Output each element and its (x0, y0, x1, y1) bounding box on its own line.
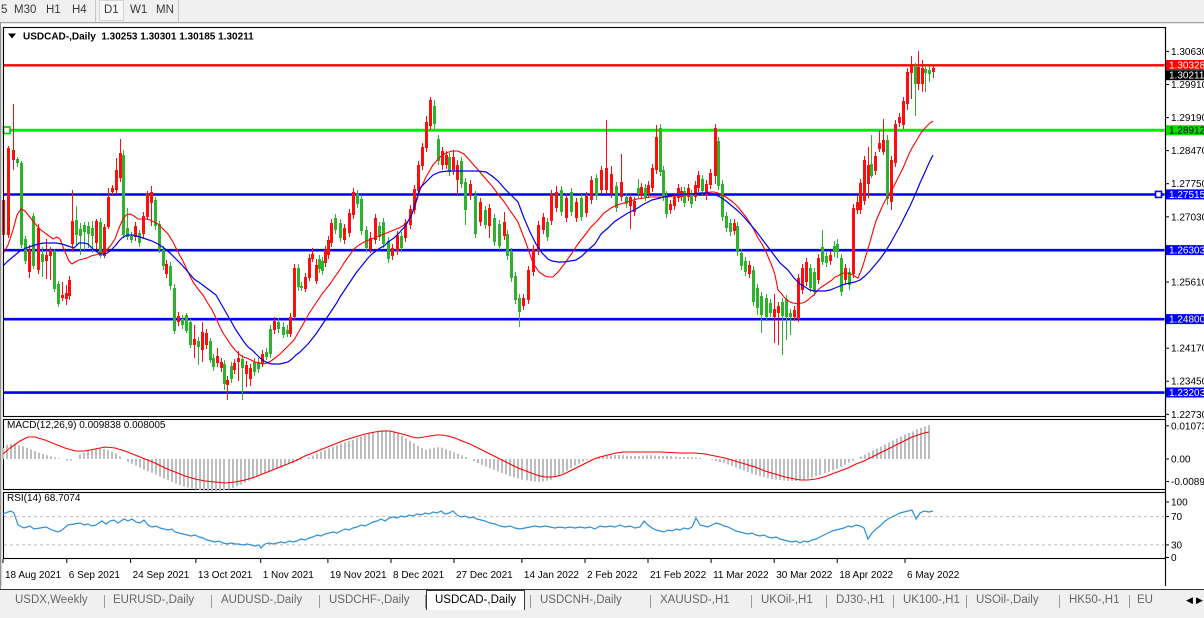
svg-text:USDCAD-,Daily 1.30253 1.30301: USDCAD-,Daily 1.30253 1.30301 1.30185 1.… (23, 32, 254, 43)
svg-text:-0.00896: -0.00896 (1171, 477, 1204, 488)
svg-text:1.23450: 1.23450 (1171, 377, 1204, 388)
svg-text:1.22730: 1.22730 (1171, 410, 1204, 421)
svg-text:0.01073: 0.01073 (1171, 421, 1204, 432)
svg-text:30: 30 (1171, 540, 1183, 551)
svg-text:1.30211: 1.30211 (1169, 71, 1204, 82)
svg-text:19 Nov 2021: 19 Nov 2021 (330, 570, 387, 581)
svg-text:6 May 2022: 6 May 2022 (907, 570, 960, 581)
svg-text:1.30630: 1.30630 (1171, 47, 1204, 58)
svg-text:13 Oct 2021: 13 Oct 2021 (198, 570, 253, 581)
svg-text:1.29190: 1.29190 (1171, 113, 1204, 124)
svg-text:6 Sep 2021: 6 Sep 2021 (69, 570, 121, 581)
svg-text:18 Aug 2021: 18 Aug 2021 (5, 570, 62, 581)
svg-text:MACD(12,26,9) 0.009838 0.00800: MACD(12,26,9) 0.009838 0.008005 (7, 420, 166, 431)
svg-text:2 Feb 2022: 2 Feb 2022 (587, 570, 638, 581)
svg-text:1.29910: 1.29910 (1171, 80, 1204, 91)
svg-text:18 Apr 2022: 18 Apr 2022 (839, 570, 893, 581)
svg-text:1 Nov 2021: 1 Nov 2021 (263, 570, 315, 581)
svg-text:1.27750: 1.27750 (1171, 179, 1204, 190)
svg-text:1.30328: 1.30328 (1169, 61, 1204, 72)
svg-text:24 Sep 2021: 24 Sep 2021 (133, 570, 190, 581)
svg-text:1.28470: 1.28470 (1171, 146, 1204, 157)
svg-text:1.23203: 1.23203 (1169, 388, 1204, 399)
svg-text:1.25610: 1.25610 (1171, 278, 1204, 289)
svg-text:21 Feb 2022: 21 Feb 2022 (650, 570, 707, 581)
svg-text:11 Mar 2022: 11 Mar 2022 (713, 570, 769, 581)
svg-text:1.27030: 1.27030 (1171, 212, 1204, 223)
svg-text:1.27515: 1.27515 (1169, 190, 1204, 201)
svg-text:70: 70 (1171, 512, 1183, 523)
svg-text:1.28912: 1.28912 (1169, 126, 1204, 137)
svg-text:RSI(14) 68.7074: RSI(14) 68.7074 (7, 493, 81, 504)
svg-text:100: 100 (1171, 498, 1188, 509)
svg-text:1.24170: 1.24170 (1171, 344, 1204, 355)
svg-text:0: 0 (1171, 553, 1177, 564)
svg-text:14 Jan 2022: 14 Jan 2022 (524, 570, 579, 581)
svg-text:8 Dec 2021: 8 Dec 2021 (393, 570, 445, 581)
svg-text:30 Mar 2022: 30 Mar 2022 (776, 570, 833, 581)
svg-text:27 Dec 2021: 27 Dec 2021 (456, 570, 513, 581)
svg-text:0.00: 0.00 (1171, 455, 1191, 466)
svg-text:1.26303: 1.26303 (1169, 246, 1204, 257)
svg-text:1.24800: 1.24800 (1169, 315, 1204, 326)
